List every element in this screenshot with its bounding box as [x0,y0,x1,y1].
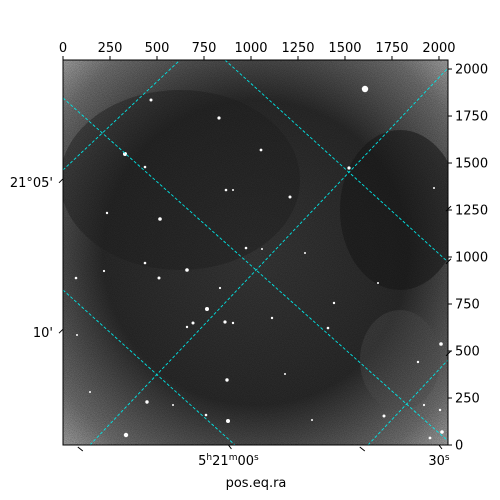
grid-line [63,289,236,445]
star [438,408,442,412]
star [105,211,109,215]
star [102,269,106,273]
star [326,326,330,330]
star [143,261,147,265]
grid-line [367,359,448,445]
star [223,320,227,324]
x-tick-label: 250 [98,41,123,56]
star [185,325,189,329]
x-tick-label: 1500 [328,41,361,56]
coordinate-grid [63,60,448,445]
star [158,217,162,221]
x-tick-label: 750 [192,41,217,56]
star [361,85,369,93]
star [244,246,248,250]
y-tick-label: 1250 [455,204,488,219]
star [225,378,229,382]
star [311,419,313,421]
star [304,252,306,254]
y-tick-label: 1000 [455,251,488,266]
dec-minor-tick [445,205,452,212]
ra-tick-mark [228,444,232,450]
star [422,403,426,407]
y-tick-label: 1750 [455,110,488,125]
star [205,307,209,311]
ra-tick-label: 5h21m00s [198,453,259,469]
x-tick-label: 1250 [281,41,314,56]
star [217,116,221,120]
star [123,152,127,156]
star [440,430,444,434]
y-tick-label: 500 [455,345,480,360]
star [74,276,78,280]
star [224,188,228,192]
x-tick-label: 2000 [422,41,455,56]
star [76,334,78,336]
y-tick-label: 250 [455,392,480,407]
grid-line [63,60,181,171]
dec-minor-tick [445,350,452,357]
sky-image [63,60,448,445]
star [288,195,292,199]
star [332,301,336,305]
star [270,316,274,320]
star [439,342,443,346]
star [218,286,222,290]
x-tick-label: 1750 [375,41,408,56]
plot-frame [62,59,449,446]
star [172,404,174,406]
ra-tick-label: 30s [428,453,450,469]
star [416,360,420,364]
ra-minor-tick [77,446,84,452]
ra-axis-bottom: 5h21m00s 30s [77,444,450,469]
grid-line [224,60,448,263]
x-tick-label: 0 [59,41,67,56]
star [347,166,351,170]
x-axis-title: pos.eq.ra [226,476,287,491]
sky-noise [63,60,448,445]
star [261,248,263,250]
star [428,436,432,440]
star [284,373,286,375]
star [185,268,189,272]
star [149,98,153,102]
x-tick-label: 500 [145,41,170,56]
dec-minor-tick [445,258,452,265]
star [226,419,230,423]
dec-tick-mark [58,328,64,334]
y-tick-label: 2000 [455,63,488,78]
dec-tick-label: 10' [33,326,53,341]
star [145,400,149,404]
dec-axis-left: 21°05' 10' [10,176,452,357]
star [191,321,195,325]
star [377,282,379,284]
ra-tick-mark [438,444,443,450]
star [123,432,129,438]
y-tick-label: 750 [455,298,480,313]
star-field [74,85,444,440]
star [382,414,386,418]
y-axis-right: 0 250 500 750 1000 1250 1500 1750 2000 [448,63,488,454]
star [204,413,208,417]
dec-tick-label: 21°05' [10,176,53,191]
star [232,189,234,191]
star [259,148,263,152]
x-axis-top: 0 250 500 750 1000 1250 1500 1750 2000 [59,41,456,60]
star [231,321,235,325]
x-tick-label: 1000 [234,41,267,56]
ra-minor-tick [359,446,366,452]
y-tick-label: 1500 [455,157,488,172]
star [433,187,435,189]
star [143,165,147,169]
y-tick-label: 0 [455,439,463,454]
grid-line [89,67,448,445]
grid-line [63,97,448,442]
star [157,276,161,280]
star [89,391,91,393]
dec-tick-mark [58,178,64,184]
